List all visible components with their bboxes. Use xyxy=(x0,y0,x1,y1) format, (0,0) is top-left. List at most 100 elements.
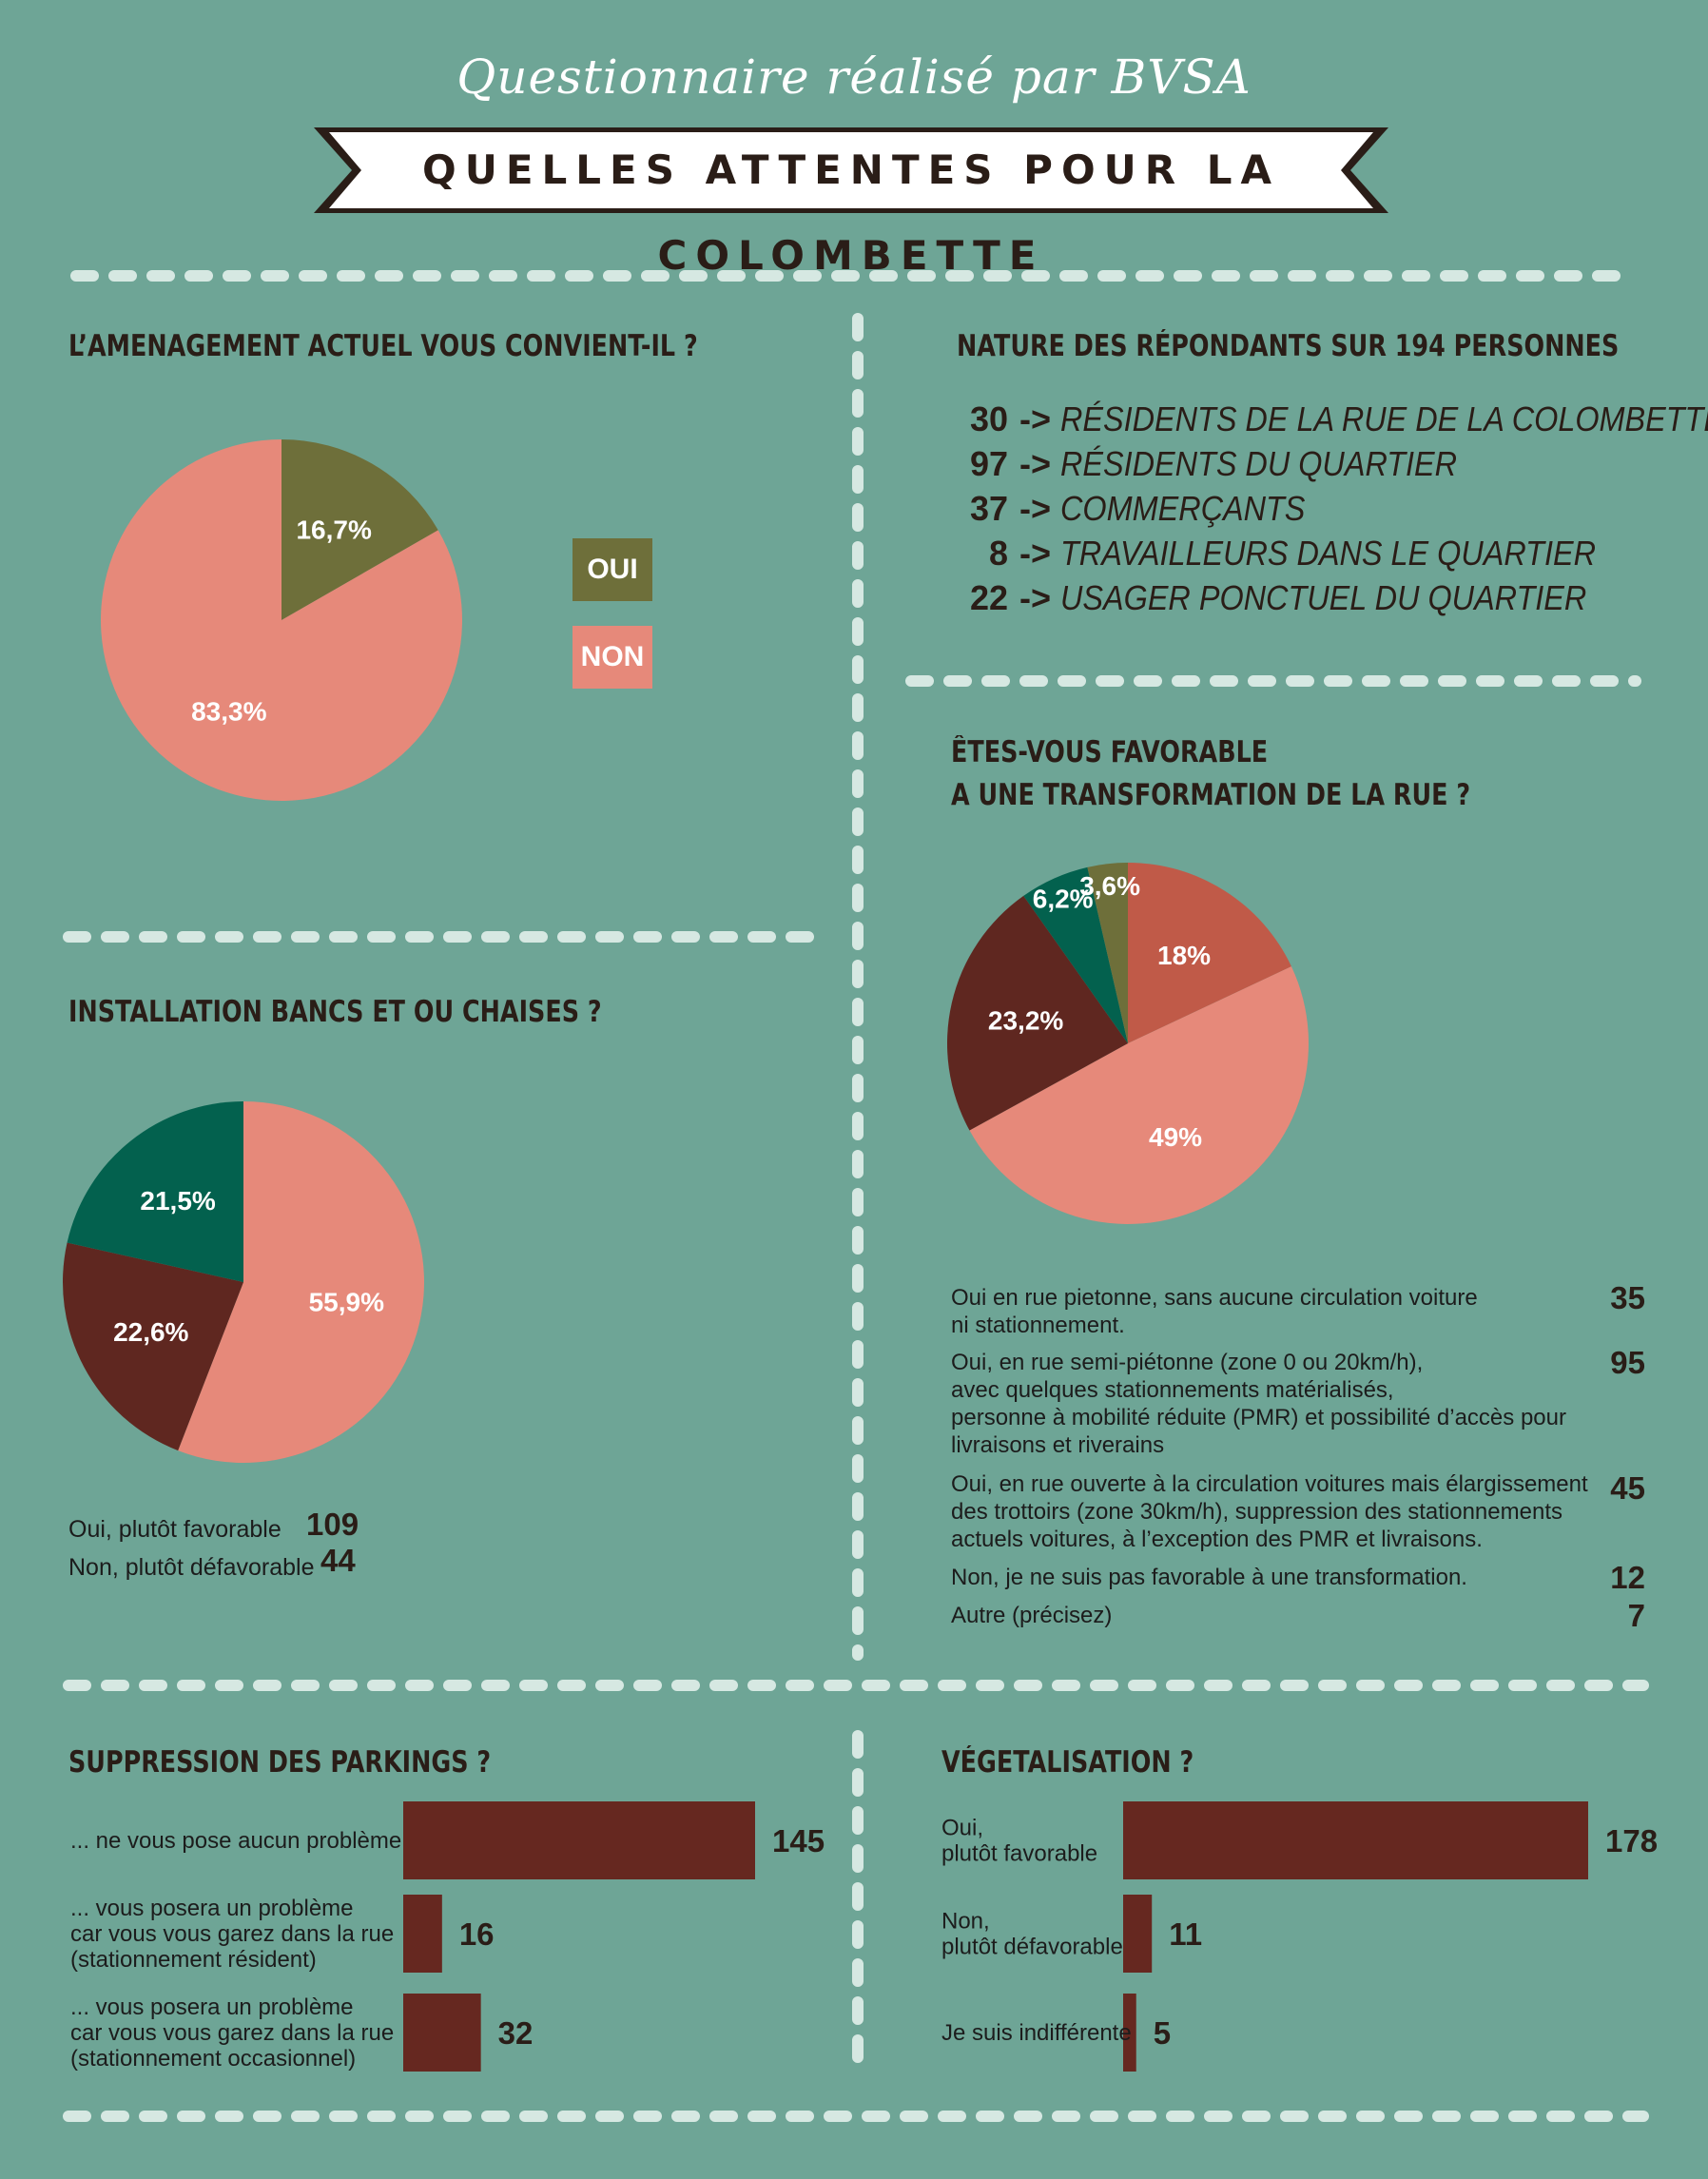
section-title-bancs: INSTALLATION BANCS ET OU CHAISES ? xyxy=(68,995,602,1029)
pie-slice-label: 18% xyxy=(1157,941,1211,970)
legend-non: NON xyxy=(573,626,652,689)
pie-slice xyxy=(1087,863,1128,1043)
answer-row: Autre (précisez) xyxy=(951,1602,1112,1629)
bar-category-label: plutôt favorable xyxy=(941,1841,1097,1867)
bar xyxy=(403,1895,442,1973)
bar xyxy=(1123,1994,1136,2072)
pie-slice-label: 83,3% xyxy=(191,696,266,726)
answer-value: 7 xyxy=(1627,1598,1645,1633)
bancs-count-label: Non, plutôt défavorable xyxy=(68,1554,315,1581)
pie-slice-label: 49% xyxy=(1149,1122,1202,1152)
bar-category-label: Non, xyxy=(941,1909,990,1935)
respondent-row: 8 -> TRAVAILLEURS DANS LE QUARTIER xyxy=(940,534,1708,578)
pie-slice-label: 16,7% xyxy=(296,516,371,545)
respondent-label: RÉSIDENTS DE LA RUE DE LA COLOMBETTE xyxy=(1060,399,1708,438)
legend-oui: OUI xyxy=(573,538,652,601)
bancs-count-value: 109 xyxy=(306,1507,359,1542)
respondent-arrow: -> xyxy=(1019,489,1052,528)
bar xyxy=(1123,1895,1153,1973)
bar-category-label: ... vous posera un problème xyxy=(70,1994,354,2020)
pie-slice xyxy=(281,439,438,620)
bar-category-label: plutôt défavorable xyxy=(941,1935,1123,1960)
title-banner xyxy=(314,127,1388,213)
answer-value: 35 xyxy=(1610,1280,1645,1315)
answer-row: Oui, en rue ouverte à la circulation voi… xyxy=(951,1470,1588,1553)
pie-slice xyxy=(947,895,1128,1131)
bar-category-label: ... ne vous pose aucun problème xyxy=(70,1828,401,1854)
answer-line: Non, je ne suis pas favorable à une tran… xyxy=(951,1565,1467,1590)
bancs-count-label: Oui, plutôt favorable xyxy=(68,1516,281,1543)
pie-slice-label: 23,2% xyxy=(988,1005,1063,1035)
pie-slice-label: 55,9% xyxy=(309,1287,384,1316)
pie-slice xyxy=(1128,863,1291,1043)
answer-value: 12 xyxy=(1610,1560,1645,1595)
pie-slice-label: 3,6% xyxy=(1079,871,1140,901)
pie-slice xyxy=(1023,866,1128,1043)
respondents-list: 30 -> RÉSIDENTS DE LA RUE DE LA COLOMBETTE… xyxy=(940,399,1708,623)
section-title-amenagement: L’AMENAGEMENT ACTUEL VOUS CONVIENT-IL ? xyxy=(68,329,698,363)
pie-slice xyxy=(178,1101,424,1463)
bar-category-label: car vous vous garez dans la rue xyxy=(70,1921,394,1947)
section-title-parkings: SUPPRESSION DES PARKINGS ? xyxy=(68,1745,492,1780)
bar-category-label: (stationnement occasionnel) xyxy=(70,2046,356,2072)
respondent-label: COMMERÇANTS xyxy=(1060,489,1306,528)
bar-category-label: ... vous posera un problème xyxy=(70,1896,354,1921)
bar-category-label: Oui, xyxy=(941,1816,983,1841)
answer-line: Oui, en rue ouverte à la circulation voi… xyxy=(951,1471,1588,1497)
bar xyxy=(1123,1801,1588,1879)
respondent-count: 30 xyxy=(969,399,1008,438)
header-subtitle: Questionnaire réalisé par BVSA xyxy=(456,49,1252,105)
respondent-row: 97 -> RÉSIDENTS DU QUARTIER xyxy=(940,444,1708,489)
bancs-count-value: 44 xyxy=(320,1543,356,1578)
answer-line: Oui en rue pietonne, sans aucune circula… xyxy=(951,1285,1478,1311)
respondent-row: 37 -> COMMERÇANTS xyxy=(940,489,1708,534)
section-title-vegetalisation: VÉGETALISATION ? xyxy=(941,1745,1194,1780)
answer-line: ni stationnement. xyxy=(951,1313,1125,1338)
pie-slice xyxy=(62,1242,243,1451)
respondent-label: RÉSIDENTS DU QUARTIER xyxy=(1060,444,1458,483)
bar-category-label: (stationnement résident) xyxy=(70,1947,317,1973)
respondent-arrow: -> xyxy=(1019,578,1052,617)
bar-value-label: 16 xyxy=(459,1916,495,1952)
answer-line: Autre (précisez) xyxy=(951,1603,1113,1628)
bar-value-label: 5 xyxy=(1154,2015,1171,2051)
pie-slice-label: 22,6% xyxy=(113,1317,188,1347)
respondent-count: 8 xyxy=(988,534,1008,573)
answer-value: 45 xyxy=(1610,1470,1645,1506)
pie-slice xyxy=(969,966,1310,1225)
respondent-arrow: -> xyxy=(1019,534,1052,573)
respondent-row: 22 -> USAGER PONCTUEL DU QUARTIER xyxy=(940,578,1708,623)
answer-line: avec quelques stationnements matérialisé… xyxy=(951,1377,1394,1403)
respondent-arrow: -> xyxy=(1019,399,1052,438)
respondent-label: TRAVAILLEURS DANS LE QUARTIER xyxy=(1060,534,1597,573)
bar xyxy=(403,1994,481,2072)
answer-row: Non, je ne suis pas favorable à une tran… xyxy=(951,1564,1467,1591)
answer-line: personne à mobilité réduite (PMR) et pos… xyxy=(951,1405,1566,1430)
pie-slice-label: 6,2% xyxy=(1033,884,1094,913)
respondent-count: 37 xyxy=(969,489,1008,528)
bar xyxy=(403,1801,755,1879)
answer-value: 95 xyxy=(1610,1345,1645,1380)
respondent-row: 30 -> RÉSIDENTS DE LA RUE DE LA COLOMBETTE xyxy=(940,399,1708,444)
bar-value-label: 178 xyxy=(1605,1823,1658,1858)
respondent-count: 97 xyxy=(969,444,1008,483)
respondent-label: USAGER PONCTUEL DU QUARTIER xyxy=(1060,578,1587,617)
answer-line: Oui, en rue semi-piétonne (zone 0 ou 20k… xyxy=(951,1350,1424,1375)
answer-line: des trottoirs (zone 30km/h), suppression… xyxy=(951,1499,1562,1525)
bar-value-label: 145 xyxy=(772,1823,825,1858)
bar-category-label: Je suis indifférente xyxy=(941,2020,1132,2046)
bar-category-label: car vous vous garez dans la rue xyxy=(70,2020,394,2046)
answer-line: actuels voitures, à l’exception des PMR … xyxy=(951,1527,1483,1552)
section-title-transformation-line1: ÊTES-VOUS FAVORABLE xyxy=(951,735,1269,769)
respondent-arrow: -> xyxy=(1019,444,1052,483)
pie-slice-label: 21,5% xyxy=(140,1186,215,1216)
section-title-repondants: NATURE DES RÉPONDANTS SUR 194 PERSONNES xyxy=(957,329,1620,363)
answer-row: Oui en rue pietonne, sans aucune circula… xyxy=(951,1284,1478,1339)
bar-value-label: 32 xyxy=(498,2015,534,2051)
